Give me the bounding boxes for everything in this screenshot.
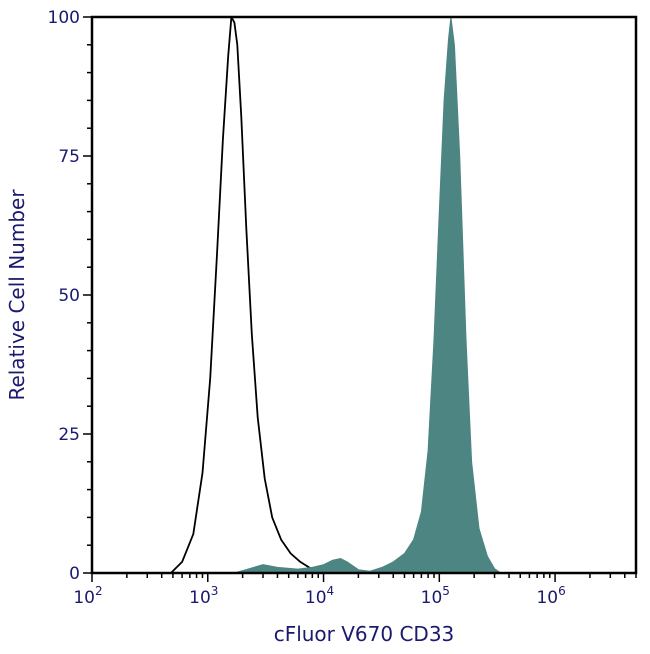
- x-tick-label: 104: [305, 584, 334, 608]
- y-tick-label: 75: [58, 147, 80, 167]
- x-axis-title: cFluor V670 CD33: [274, 622, 455, 646]
- y-tick-label: 100: [48, 8, 80, 28]
- plot-frame: [90, 15, 638, 575]
- axes: 0 25 50 75 100 102 103 104 105 106: [48, 8, 638, 608]
- y-tick-label: 50: [58, 286, 80, 306]
- x-tick-label: 106: [536, 584, 565, 608]
- x-tick-label: 102: [73, 584, 102, 608]
- y-axis-title: Relative Cell Number: [5, 189, 29, 401]
- y-tick-label: 25: [58, 425, 80, 445]
- series-outline-histogram: [170, 16, 316, 574]
- series-filled-histogram: [234, 16, 503, 574]
- y-tick-label: 0: [69, 564, 80, 584]
- plot-area: [170, 16, 503, 574]
- x-tick-label: 105: [421, 584, 450, 608]
- x-tick-label: 103: [189, 584, 218, 608]
